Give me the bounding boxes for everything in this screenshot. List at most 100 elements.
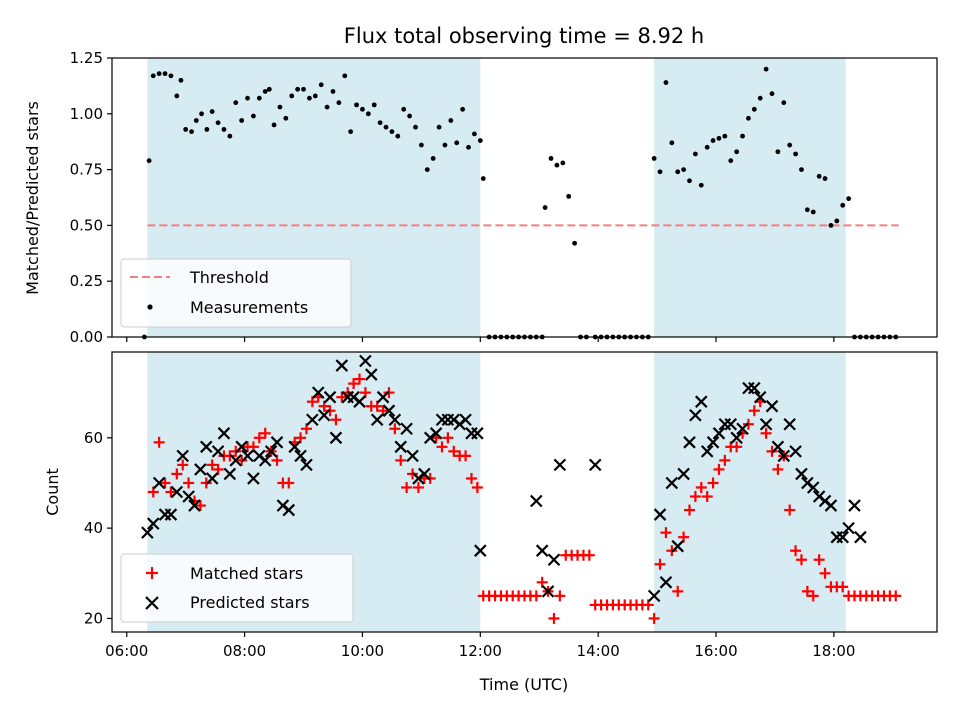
measurement-point bbox=[769, 91, 775, 97]
matched-star-point bbox=[583, 549, 595, 561]
matched-star-point bbox=[536, 576, 548, 588]
matched-star-point bbox=[159, 477, 171, 489]
count-x-axis: 06:00 08:00 10:00 12:00 14:00 16:00 18:00 bbox=[105, 632, 855, 660]
matched-star-point bbox=[165, 486, 177, 498]
predicted-star-point bbox=[400, 422, 413, 436]
measurement-point bbox=[548, 156, 554, 161]
matched-star-point bbox=[153, 436, 165, 448]
predicted-star-point bbox=[323, 390, 337, 404]
ratio-legend: Threshold Measurements bbox=[120, 258, 352, 328]
measurement-point bbox=[407, 113, 412, 119]
measurement-point bbox=[799, 167, 804, 173]
measurement-point bbox=[722, 133, 728, 139]
predicted-star-point bbox=[288, 440, 301, 454]
predicted-star-point bbox=[388, 413, 402, 427]
matched-legend-label: Matched stars bbox=[190, 564, 303, 583]
predicted-star-point bbox=[329, 431, 343, 445]
predicted-star-point bbox=[229, 454, 243, 467]
matched-star-point bbox=[530, 590, 542, 602]
x-stroke-b bbox=[300, 458, 313, 472]
measurement-point bbox=[436, 124, 442, 130]
measurement-point bbox=[704, 144, 710, 150]
count-y-axis: 20 40 60 bbox=[84, 429, 112, 627]
predicted-star-point bbox=[211, 445, 225, 458]
x-stroke-b bbox=[182, 490, 195, 503]
matched-star-point bbox=[336, 391, 348, 403]
predicted-legend-key bbox=[145, 596, 159, 610]
measurement-point bbox=[156, 71, 162, 77]
measurement-point bbox=[669, 140, 675, 146]
measurement-point bbox=[312, 93, 318, 99]
predicted-star-point bbox=[270, 436, 284, 449]
predicted-star-point bbox=[217, 427, 231, 440]
matched-star-point bbox=[271, 454, 283, 466]
predicted-stars-markers bbox=[141, 354, 867, 603]
x-stroke-b bbox=[288, 440, 301, 454]
matched-star-point bbox=[801, 585, 813, 597]
matched-star-point bbox=[194, 500, 206, 512]
count-panel: 06:00 08:00 10:00 12:00 14:00 16:00 18:00 20 40… bbox=[43, 351, 938, 694]
x-stroke-b bbox=[223, 467, 237, 481]
predicted-star-point bbox=[235, 440, 248, 454]
x-stroke-b bbox=[730, 431, 743, 445]
matched-star-point bbox=[206, 459, 218, 471]
x-tick-label: 06:00 bbox=[105, 642, 148, 660]
matched-star-point bbox=[648, 612, 660, 624]
predicted-star-point bbox=[164, 508, 178, 521]
predicted-star-point bbox=[471, 427, 484, 440]
x-stroke-b bbox=[217, 427, 231, 440]
predicted-star-point bbox=[765, 399, 779, 413]
measurement-point bbox=[318, 82, 324, 88]
measurement-point bbox=[307, 95, 312, 101]
x-stroke-b bbox=[795, 467, 808, 481]
x-stroke-b bbox=[353, 395, 366, 408]
predicted-star-point bbox=[300, 458, 313, 472]
measurement-point bbox=[360, 106, 365, 112]
predicted-star-point bbox=[689, 408, 702, 422]
y-tick-label: 0.25 bbox=[70, 272, 103, 290]
matched-star-point bbox=[813, 554, 825, 566]
matched-star-point bbox=[147, 486, 159, 498]
measurement-point bbox=[233, 100, 239, 106]
matched-star-point bbox=[707, 477, 719, 489]
predicted-star-point bbox=[795, 467, 808, 481]
x-tick-label: 18:00 bbox=[812, 642, 855, 660]
predicted-star-point bbox=[152, 476, 166, 490]
matched-star-point bbox=[772, 463, 784, 475]
measurement-point bbox=[810, 209, 816, 215]
measurement-point bbox=[199, 111, 204, 117]
matched-star-point bbox=[890, 590, 902, 602]
predicted-star-point bbox=[777, 449, 791, 463]
matched-star-point bbox=[377, 405, 389, 417]
measurement-point bbox=[663, 80, 669, 85]
matched-star-point bbox=[448, 445, 460, 457]
measurement-point bbox=[775, 149, 781, 155]
predicted-star-point bbox=[205, 472, 219, 485]
x-stroke-b bbox=[541, 585, 555, 598]
x-stroke-b bbox=[323, 390, 337, 404]
x-stroke-b bbox=[429, 427, 443, 440]
x-stroke-b bbox=[211, 445, 225, 458]
predicted-star-point bbox=[317, 408, 331, 422]
predicted-star-point bbox=[370, 413, 384, 427]
x-stroke-b bbox=[170, 485, 184, 499]
x-stroke-b bbox=[205, 472, 219, 485]
measurement-point bbox=[740, 133, 745, 139]
measurement-point bbox=[572, 240, 577, 246]
predicted-star-point bbox=[459, 413, 472, 427]
predicted-star-point bbox=[382, 404, 396, 417]
measurement-point bbox=[822, 176, 828, 181]
matched-star-point bbox=[689, 491, 701, 503]
measurement-point bbox=[371, 102, 377, 108]
measurement-point bbox=[209, 109, 215, 114]
measurement-point bbox=[787, 142, 793, 148]
predicted-star-point bbox=[736, 422, 749, 436]
predicted-star-point bbox=[806, 481, 820, 494]
predicted-star-point bbox=[753, 390, 767, 404]
count-legend-box bbox=[120, 553, 354, 623]
x-stroke-b bbox=[317, 408, 331, 422]
predicted-star-point bbox=[771, 440, 785, 454]
measurement-point bbox=[448, 118, 454, 123]
predicted-star-point bbox=[671, 539, 684, 553]
measurement-point bbox=[657, 169, 663, 175]
